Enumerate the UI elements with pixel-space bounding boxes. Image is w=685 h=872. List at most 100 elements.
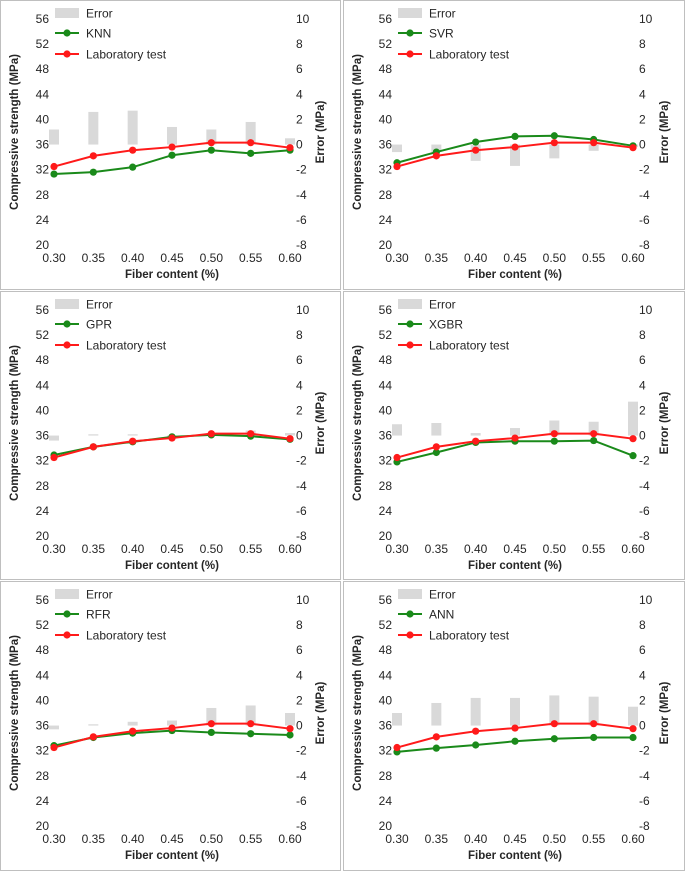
error-bar — [431, 423, 442, 436]
y-tick-label: 24 — [36, 213, 50, 227]
error-bar — [470, 697, 481, 726]
legend-error-swatch — [55, 299, 79, 309]
model-point — [168, 151, 176, 159]
y-tick-label: 24 — [36, 504, 50, 518]
error-bar — [510, 144, 520, 166]
model-point — [590, 733, 598, 742]
laboratory-point — [89, 443, 97, 451]
chart-panel-xgbr: 20 24 28 32 36 40 44 48 52 56 -8 -6 -4 -2 0 2 4 6 8 10 0.30 0… — [343, 291, 685, 580]
x-axis-title: Fiber content (%) — [468, 850, 562, 862]
laboratory-point — [472, 146, 480, 154]
legend-laboratory-label: Laboratory test — [429, 629, 510, 643]
laboratory-point — [393, 743, 401, 752]
y-tick-label: 28 — [379, 188, 393, 202]
legend-error-label: Error — [86, 298, 113, 312]
y2-tick-label: 0 — [296, 138, 303, 152]
y-tick-label: 20 — [36, 529, 50, 543]
x-axis-title: Fiber content (%) — [468, 560, 562, 572]
y-tick-label: 32 — [379, 744, 393, 758]
legend-error-swatch — [55, 8, 79, 18]
laboratory-point — [393, 162, 401, 171]
legend-laboratory-marker — [406, 50, 414, 58]
error-bar — [127, 721, 138, 726]
x-tick-label: 0.30 — [385, 542, 409, 556]
y-tick-label: 56 — [379, 303, 393, 317]
x-tick-label: 0.35 — [82, 251, 106, 265]
y-tick-label: 44 — [36, 378, 50, 392]
y-tick-label: 40 — [379, 693, 393, 707]
y-tick-label: 48 — [379, 353, 393, 367]
model-point — [207, 728, 215, 737]
y2-tick-label: 0 — [639, 138, 646, 152]
laboratory-point — [286, 725, 294, 733]
y-tick-label: 52 — [379, 328, 393, 342]
chart-panel-knn: 20 24 28 32 36 40 44 48 52 56 -8 -6 -4 -2 0 2 4 6 8 10 0.30 0… — [0, 0, 341, 290]
y-axis-title: Compressive strength (MPa) — [9, 345, 21, 501]
y-tick-label: 44 — [36, 668, 50, 682]
error-bar — [88, 111, 99, 145]
y2-tick-label: 0 — [296, 429, 303, 443]
y2-tick-label: -4 — [296, 479, 307, 493]
x-tick-label: 0.40 — [464, 542, 488, 556]
y2-tick-label: 8 — [296, 618, 303, 632]
error-bar — [127, 434, 138, 436]
y2-tick-label: 0 — [639, 719, 646, 733]
laboratory-point — [207, 720, 215, 728]
model-point — [247, 730, 255, 738]
legend-model-label: ANN — [429, 608, 454, 622]
error-bar — [431, 702, 442, 726]
y-tick-label: 52 — [36, 328, 50, 342]
y2-tick-label: -8 — [296, 529, 307, 543]
legend-model-label: RFR — [86, 608, 111, 622]
error-bar — [49, 435, 59, 441]
y-tick-label: 20 — [379, 529, 393, 543]
error-bar — [88, 434, 99, 436]
legend-error-swatch — [398, 299, 422, 309]
y2-tick-label: 2 — [639, 403, 646, 417]
y-tick-label: 36 — [36, 719, 50, 733]
y-tick-label: 24 — [379, 213, 393, 227]
y-tick-label: 32 — [379, 454, 393, 468]
y-tick-label: 56 — [36, 303, 50, 317]
x-axis-title: Fiber content (%) — [125, 850, 219, 862]
x-tick-label: 0.50 — [543, 542, 567, 556]
x-tick-label: 0.40 — [121, 251, 145, 265]
model-point — [129, 163, 137, 171]
model-point — [432, 448, 440, 457]
y2-tick-label: -4 — [639, 479, 650, 493]
y2-tick-label: -6 — [296, 794, 307, 808]
error-bar — [245, 705, 256, 726]
error-bar — [49, 725, 59, 730]
y2-tick-label: -8 — [639, 238, 650, 252]
legend-model-marker — [406, 320, 414, 328]
error-bar — [285, 138, 295, 145]
model-point — [286, 731, 294, 739]
y-tick-label: 32 — [36, 163, 50, 177]
laboratory-point — [472, 437, 480, 445]
y2-tick-label: -6 — [639, 213, 650, 227]
laboratory-point — [550, 430, 558, 438]
y-tick-label: 48 — [379, 643, 393, 657]
x-tick-label: 0.45 — [503, 251, 527, 265]
laboratory-point — [511, 724, 519, 732]
y2-tick-label: 6 — [639, 353, 646, 367]
y2-tick-label: 0 — [296, 719, 303, 733]
y2-tick-label: 4 — [639, 378, 646, 392]
y-tick-label: 44 — [36, 87, 50, 101]
model-point — [511, 132, 519, 140]
model-point — [50, 170, 58, 178]
y-tick-label: 36 — [379, 429, 393, 443]
error-bar — [628, 706, 638, 726]
y-tick-label: 48 — [36, 643, 50, 657]
y2-tick-label: -6 — [296, 504, 307, 518]
y-axis-title: Compressive strength (MPa) — [352, 635, 364, 791]
y2-tick-label: -2 — [296, 163, 307, 177]
error-bar — [549, 695, 560, 726]
y2-tick-label: -8 — [296, 238, 307, 252]
y-tick-label: 32 — [379, 163, 393, 177]
model-point — [89, 168, 97, 176]
laboratory-point — [247, 720, 255, 728]
y-tick-label: 48 — [36, 353, 50, 367]
